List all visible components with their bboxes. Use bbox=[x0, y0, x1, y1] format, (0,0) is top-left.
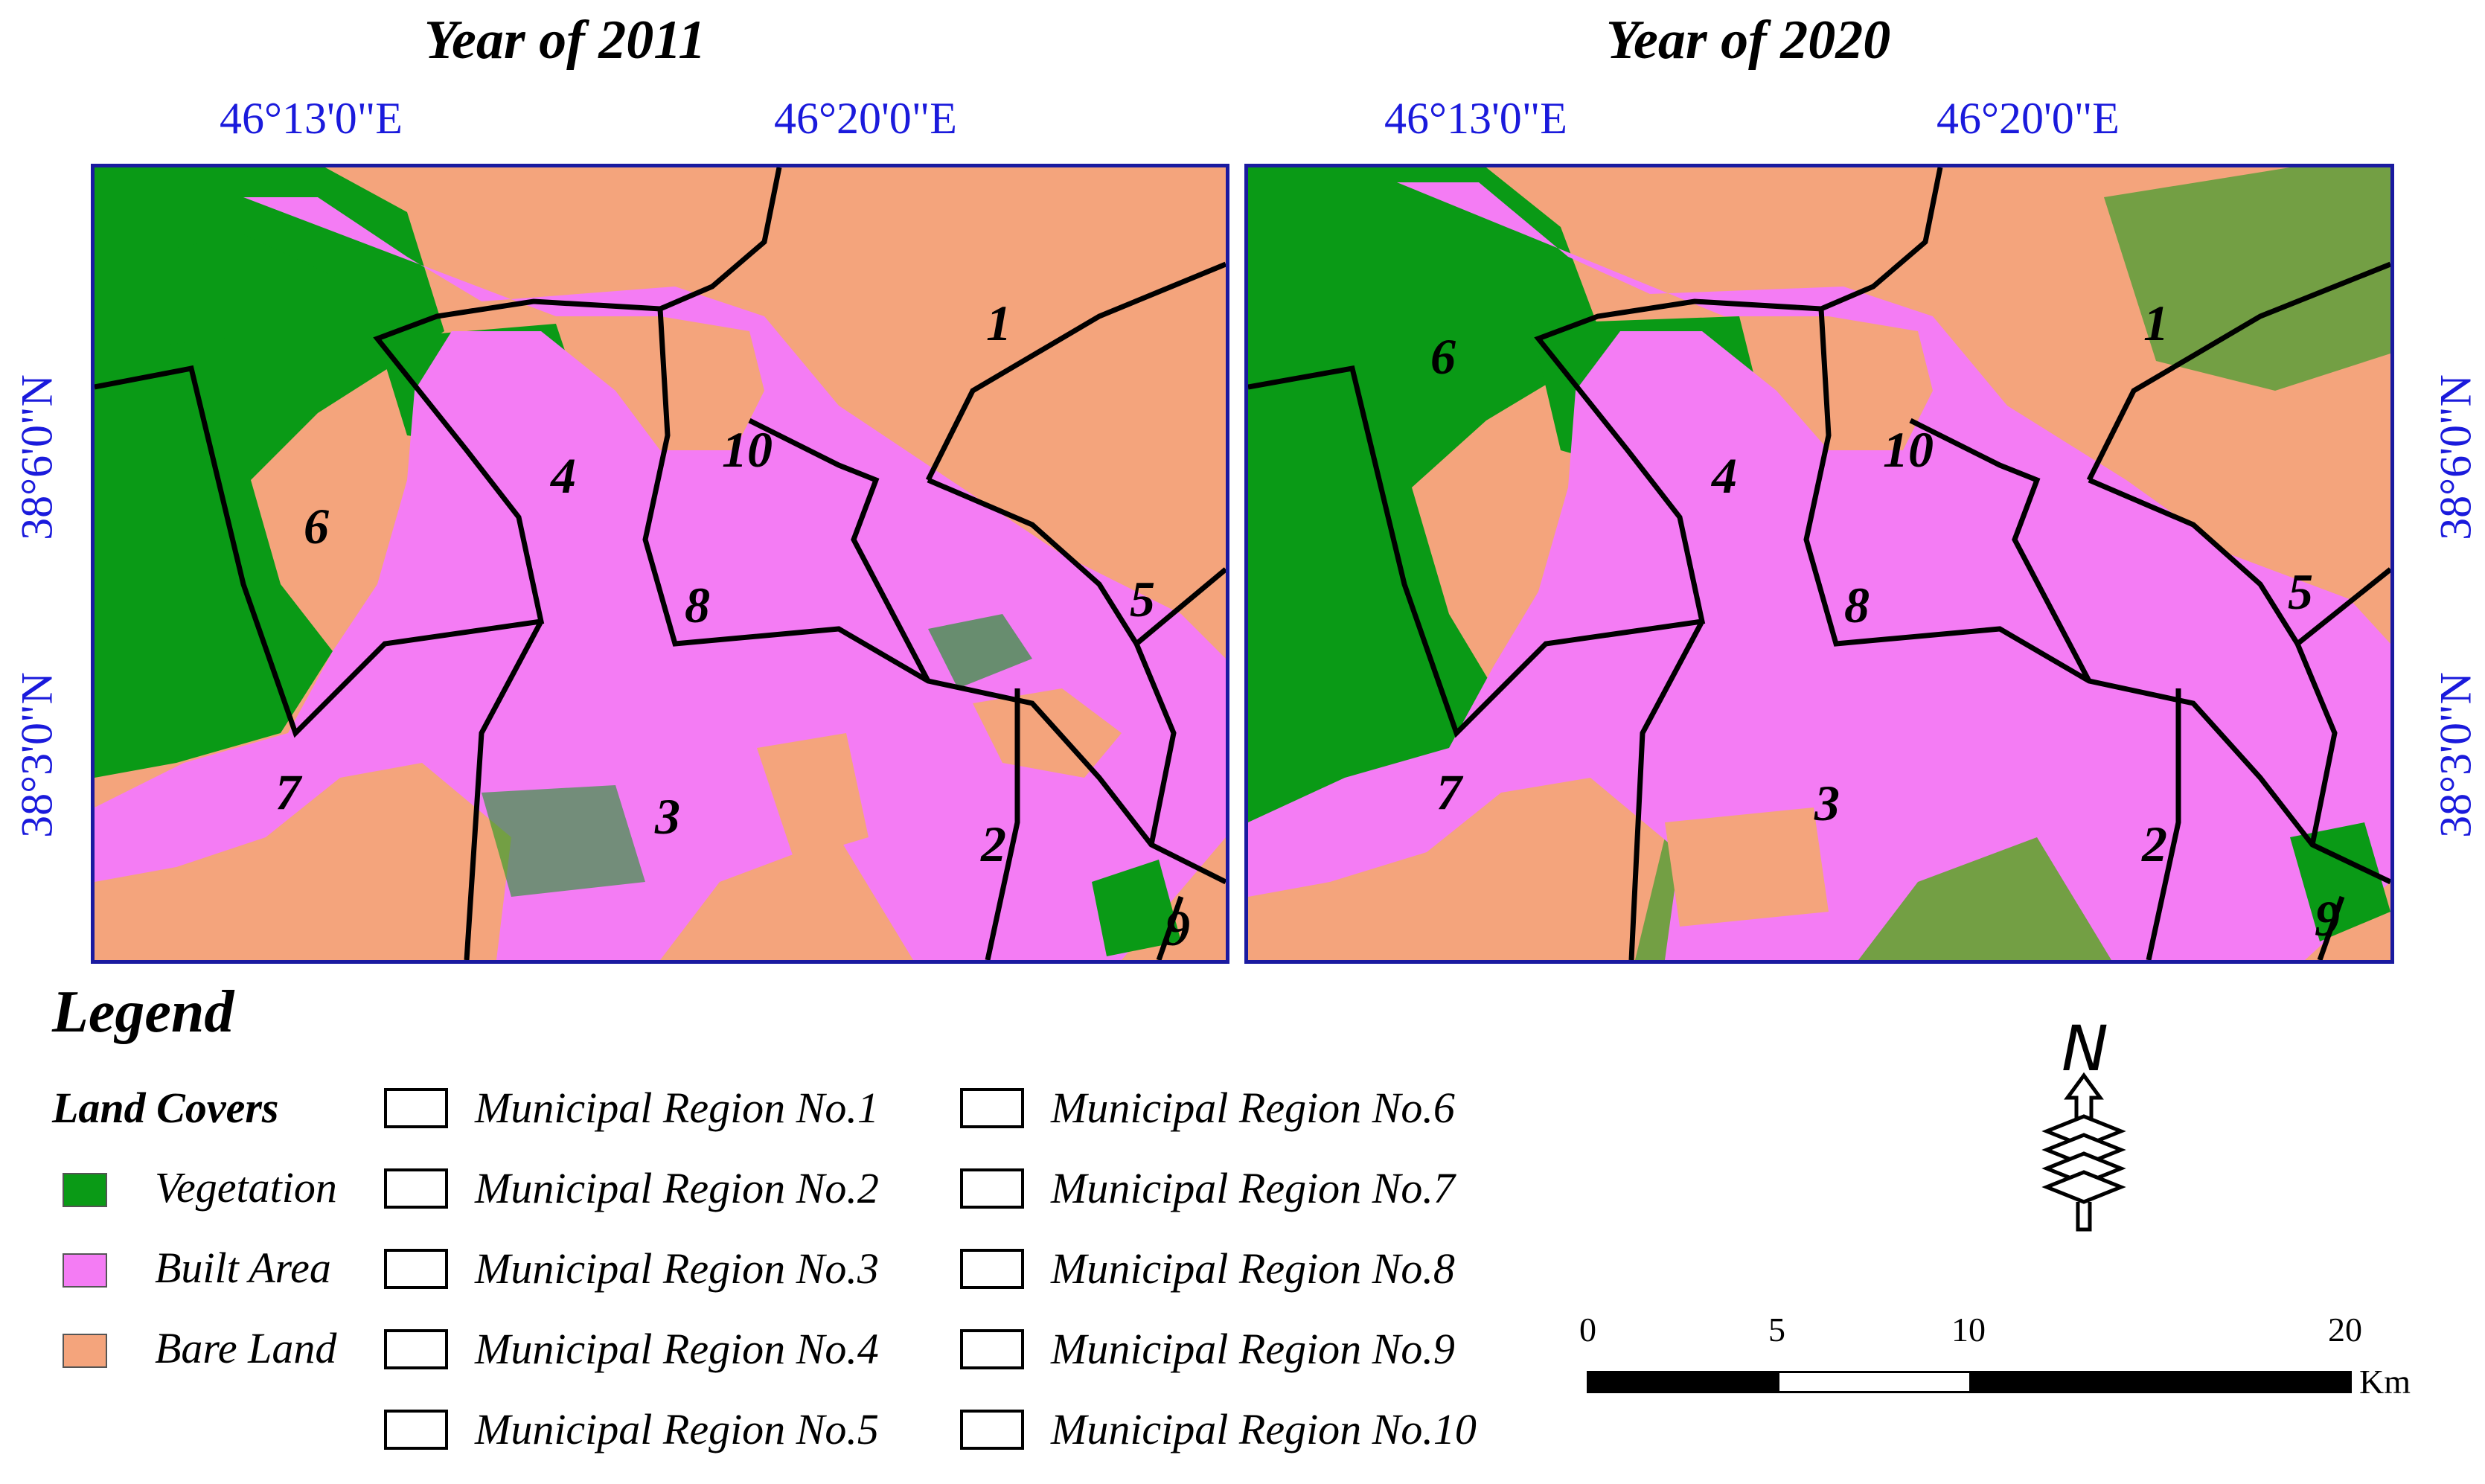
region-label-1-2011: 1 bbox=[986, 295, 1011, 351]
land-cover-map-2011 bbox=[95, 167, 1226, 960]
built-area-swatch bbox=[63, 1253, 107, 1288]
region-2-label: Municipal Region No.2 bbox=[475, 1164, 879, 1212]
scale-segment-2 bbox=[1779, 1373, 1969, 1391]
region-6-symbol bbox=[960, 1088, 1024, 1128]
scale-unit: Km bbox=[2359, 1363, 2411, 1401]
region-label-2-2011: 2 bbox=[981, 816, 1006, 872]
region-5-symbol bbox=[384, 1410, 448, 1450]
region-label-7-2020: 7 bbox=[1436, 764, 1462, 820]
north-arrow-icon bbox=[2041, 1072, 2126, 1232]
map-title-2020: Year of 2020 bbox=[1606, 10, 1891, 71]
region-label-5-2020: 5 bbox=[2288, 563, 2313, 620]
region-label-3-2011: 3 bbox=[655, 788, 680, 845]
region-label-9-2020: 9 bbox=[2315, 890, 2340, 947]
lat-tick-top-left: 38°6'0"N bbox=[12, 374, 62, 540]
lat-tick-top-right: 38°6'0"N bbox=[2431, 374, 2481, 540]
region-9-symbol bbox=[960, 1329, 1024, 1369]
lon-tick-right-2011: 46°20'0"E bbox=[774, 94, 957, 143]
scale-tick-5: 5 bbox=[1768, 1311, 1785, 1349]
scale-bar bbox=[1587, 1371, 2352, 1393]
region-4-symbol bbox=[384, 1329, 448, 1369]
scale-tick-0: 0 bbox=[1579, 1311, 1596, 1349]
scale-segment-1 bbox=[1589, 1373, 1779, 1391]
region-label-6-2011: 6 bbox=[304, 498, 329, 554]
region-7-label: Municipal Region No.7 bbox=[1051, 1164, 1455, 1212]
vegetation-label: Vegetation bbox=[155, 1163, 337, 1212]
region-3-symbol bbox=[384, 1249, 448, 1289]
legend-title: Legend bbox=[52, 979, 234, 1045]
lat-tick-bottom-right: 38°3'0"N bbox=[2431, 672, 2481, 838]
region-label-10-2011: 10 bbox=[722, 421, 773, 478]
vegetation-swatch bbox=[63, 1173, 107, 1207]
region-4-label: Municipal Region No.4 bbox=[475, 1325, 879, 1373]
north-arrow-letter: N bbox=[2062, 1012, 2108, 1085]
land-covers-heading: Land Covers bbox=[52, 1084, 279, 1132]
region-label-6-2020: 6 bbox=[1430, 328, 1456, 385]
region-2-symbol bbox=[384, 1168, 448, 1209]
region-3-label: Municipal Region No.3 bbox=[475, 1244, 879, 1293]
region-label-4-2020: 4 bbox=[1712, 447, 1737, 504]
region-label-8-2020: 8 bbox=[1844, 577, 1870, 633]
scale-segment-3 bbox=[1969, 1373, 2350, 1391]
lon-tick-left-2011: 46°13'0"E bbox=[220, 94, 403, 143]
map-panel-2011 bbox=[91, 164, 1229, 964]
land-cover-map-2020 bbox=[1248, 167, 2390, 960]
region-9-label: Municipal Region No.9 bbox=[1051, 1325, 1455, 1373]
region-6-label: Municipal Region No.6 bbox=[1051, 1084, 1455, 1132]
region-1-symbol bbox=[384, 1088, 448, 1128]
region-label-5-2011: 5 bbox=[1130, 571, 1155, 627]
scale-tick-20: 20 bbox=[2328, 1311, 2362, 1349]
region-label-8-2011: 8 bbox=[685, 577, 710, 633]
region-10-symbol bbox=[960, 1410, 1024, 1450]
map-panel-2020 bbox=[1244, 164, 2394, 964]
scale-tick-10: 10 bbox=[1951, 1311, 1986, 1349]
bare-land-label: Bare Land bbox=[155, 1324, 337, 1372]
map-title-2011: Year of 2011 bbox=[424, 10, 706, 71]
lon-tick-right-2020: 46°20'0"E bbox=[1936, 94, 2120, 143]
region-10-label: Municipal Region No.10 bbox=[1051, 1405, 1477, 1453]
region-label-4-2011: 4 bbox=[551, 447, 576, 504]
region-5-label: Municipal Region No.5 bbox=[475, 1405, 879, 1453]
region-8-symbol bbox=[960, 1249, 1024, 1289]
region-label-10-2020: 10 bbox=[1883, 421, 1934, 478]
lat-tick-bottom-left: 38°3'0"N bbox=[12, 672, 62, 838]
region-7-symbol bbox=[960, 1168, 1024, 1209]
region-label-3-2020: 3 bbox=[1814, 775, 1840, 831]
built-area-label: Built Area bbox=[155, 1244, 331, 1292]
region-label-7-2011: 7 bbox=[275, 764, 301, 820]
region-label-9-2011: 9 bbox=[1165, 900, 1190, 956]
region-label-2-2020: 2 bbox=[2142, 816, 2167, 872]
lon-tick-left-2020: 46°13'0"E bbox=[1384, 94, 1567, 143]
region-1-label: Municipal Region No.1 bbox=[475, 1084, 879, 1132]
bare-land-swatch bbox=[63, 1334, 107, 1368]
region-8-label: Municipal Region No.8 bbox=[1051, 1244, 1455, 1293]
region-label-1-2020: 1 bbox=[2143, 295, 2169, 351]
